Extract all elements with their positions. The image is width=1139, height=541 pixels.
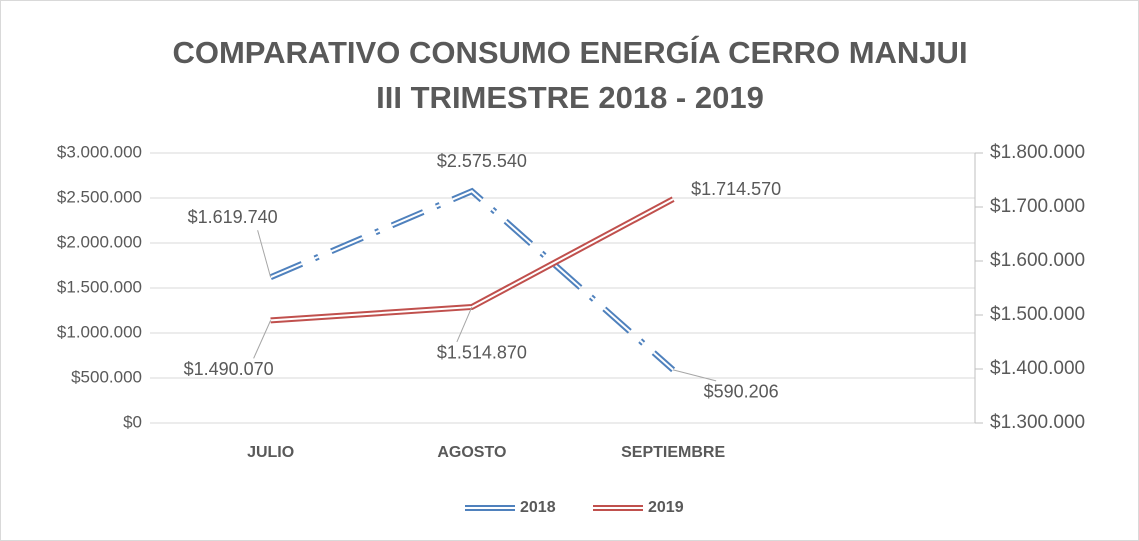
y-tick-label: $3.000.000 [57, 142, 142, 161]
y-tick-label: $1.500.000 [57, 277, 142, 296]
y2-tick-label: $1.400.000 [990, 358, 1085, 379]
legend-label: 2019 [648, 499, 684, 516]
x-tick-label: SEPTIEMBRE [621, 444, 725, 461]
y2-tick-label: $1.700.000 [990, 196, 1085, 217]
leader-line [456, 306, 473, 343]
y2-tick-label: $1.800.000 [990, 142, 1085, 163]
y-tick-label: $0 [123, 412, 142, 431]
y-tick-label: $2.500.000 [57, 187, 142, 206]
x-tick-label: JULIO [247, 444, 294, 461]
series-line-inner [270, 190, 674, 371]
data-label: $1.619.740 [188, 207, 278, 227]
leader-line [253, 320, 272, 359]
chart-title: COMPARATIVO CONSUMO ENERGÍA CERRO MANJUI [172, 35, 967, 70]
data-label: $1.714.570 [691, 179, 781, 199]
data-label: $2.575.540 [437, 151, 527, 171]
series-line-inner [270, 198, 674, 322]
data-label: $590.206 [704, 382, 779, 402]
data-label: $1.490.070 [184, 359, 274, 379]
legend-label: 2018 [520, 499, 556, 516]
y-tick-label: $1.000.000 [57, 322, 142, 341]
data-label: $1.514.870 [437, 343, 527, 363]
chart-title: III TRIMESTRE 2018 - 2019 [376, 80, 764, 115]
y-tick-label: $2.000.000 [57, 232, 142, 251]
y-tick-label: $500.000 [71, 367, 142, 386]
y2-tick-label: $1.500.000 [990, 304, 1085, 325]
x-tick-label: AGOSTO [437, 444, 506, 461]
leader-line [673, 369, 717, 382]
y2-tick-label: $1.600.000 [990, 250, 1085, 271]
leader-line [257, 230, 272, 278]
y2-tick-label: $1.300.000 [990, 412, 1085, 433]
